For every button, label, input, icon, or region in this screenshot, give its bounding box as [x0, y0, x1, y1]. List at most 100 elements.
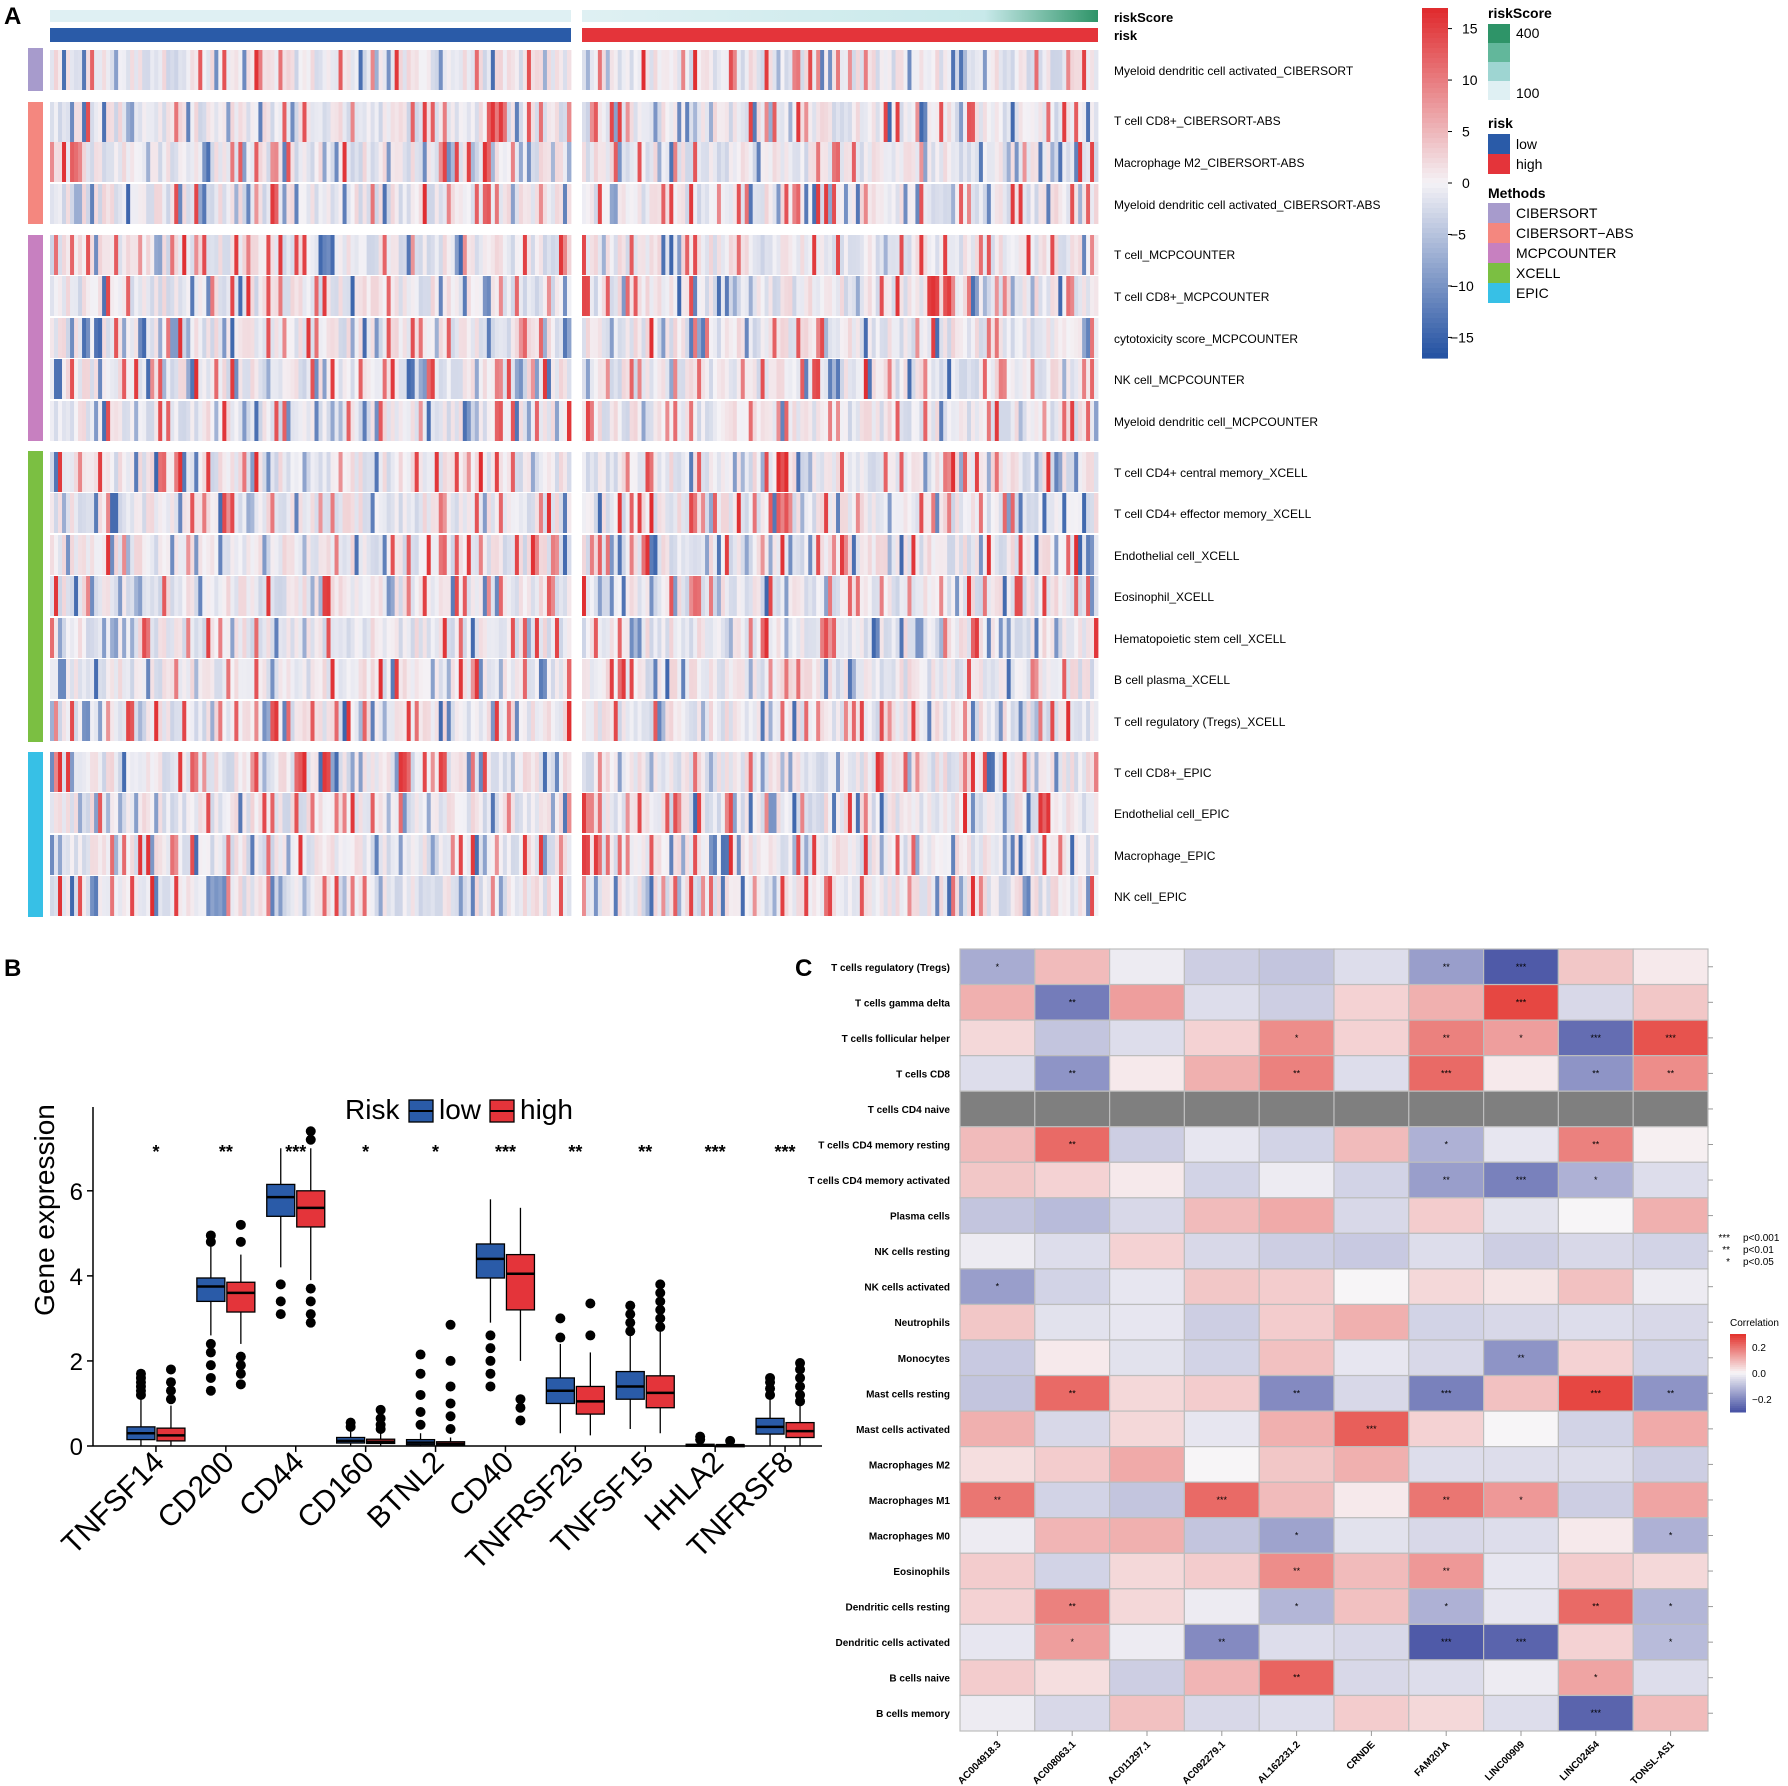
- heatmap-cell: [629, 835, 634, 875]
- heatmap-cell: [358, 535, 363, 575]
- heatmap-cell: [724, 359, 730, 399]
- heatmap-cell: [506, 493, 512, 533]
- heatmap-cell: [378, 835, 384, 875]
- heatmap-cell: [1018, 618, 1023, 658]
- heatmap-cell: [701, 401, 706, 441]
- heatmap-cell: [374, 401, 380, 441]
- heatmap-cell: [859, 318, 865, 358]
- heatmap-cell: [724, 184, 730, 224]
- heatmap-cell: [665, 659, 670, 699]
- heatmap-cell: [705, 401, 710, 441]
- heatmap-cell: [542, 835, 548, 875]
- heatmap-cell: [502, 318, 508, 358]
- heatmap-cell: [808, 318, 813, 358]
- heatmap-cell: [274, 276, 279, 316]
- heatmap-cell: [903, 793, 908, 833]
- heatmap-cell: [442, 576, 448, 616]
- heatmap-cell: [114, 659, 119, 699]
- heatmap-cell: [732, 493, 738, 533]
- heatmap-cell: [150, 876, 155, 916]
- heatmap-cell: [338, 659, 343, 699]
- heatmap-cell: [182, 835, 187, 875]
- heatmap-cell: [206, 142, 211, 182]
- heatmap-cell: [226, 401, 231, 441]
- heatmap-cell: [458, 618, 464, 658]
- heatmap-cell: [1002, 835, 1008, 875]
- heatmap-cell: [82, 618, 87, 658]
- heatmap-cell: [1002, 318, 1008, 358]
- heatmap-cell: [859, 452, 865, 492]
- heatmap-cell: [58, 102, 63, 142]
- heatmap-cell: [478, 793, 484, 833]
- heatmap-cell: [102, 50, 107, 90]
- heatmap-cell: [250, 142, 255, 182]
- heatmap-cell: [554, 493, 560, 533]
- heatmap-cell: [378, 184, 384, 224]
- heatmap-cell: [863, 359, 869, 399]
- heatmap-cell: [434, 793, 440, 833]
- heatmap-cell: [812, 752, 817, 792]
- heatmap-cell: [732, 276, 738, 316]
- heatmap-cell: [190, 50, 195, 90]
- heatmap-cell: [705, 276, 710, 316]
- heatmap-cell: [458, 659, 464, 699]
- heatmap-cell: [593, 318, 599, 358]
- heatmap-cell: [903, 452, 908, 492]
- heatmap-cell: [550, 184, 556, 224]
- heatmap-cell: [274, 659, 279, 699]
- heatmap-cell: [326, 359, 331, 399]
- heatmap-cell: [1022, 401, 1027, 441]
- heatmap-cell: [238, 235, 243, 275]
- heatmap-cell: [310, 401, 315, 441]
- heatmap-cell: [494, 835, 500, 875]
- heatmap-cell: [486, 493, 492, 533]
- heatmap-cell: [94, 235, 99, 275]
- heatmap-cell: [1030, 618, 1035, 658]
- heatmap-cell: [486, 752, 492, 792]
- heatmap-cell: [266, 142, 271, 182]
- heatmap-cell: [158, 835, 163, 875]
- heatmap-cell: [705, 535, 710, 575]
- heatmap-cell: [776, 102, 781, 142]
- heatmap-cell: [498, 401, 504, 441]
- heatmap-cell: [1074, 701, 1079, 741]
- heatmap-cell: [146, 835, 151, 875]
- heatmap-cell: [911, 276, 916, 316]
- heatmap-cell: [649, 184, 654, 224]
- heatmap-cell: [542, 276, 548, 316]
- heatmap-cell: [1002, 102, 1008, 142]
- heatmap-cell: [186, 452, 191, 492]
- heatmap-cell: [1066, 50, 1071, 90]
- heatmap-cell: [1062, 50, 1067, 90]
- heatmap-cell: [438, 235, 444, 275]
- heatmap-cell: [780, 184, 785, 224]
- heatmap-cell: [526, 276, 532, 316]
- heatmap-cell: [230, 276, 235, 316]
- heatmap-cell: [246, 235, 251, 275]
- heatmap-cell: [959, 401, 964, 441]
- heatmap-cell: [1022, 752, 1027, 792]
- heatmap-cell: [661, 493, 666, 533]
- heatmap-cell: [562, 142, 568, 182]
- heatmap-cell: [855, 235, 861, 275]
- heatmap-cell: [566, 276, 572, 316]
- heatmap-cell: [673, 576, 678, 616]
- heatmap-cell: [609, 452, 615, 492]
- heatmap-cell: [310, 235, 315, 275]
- heatmap-cell: [334, 576, 339, 616]
- heatmap-cell: [170, 752, 175, 792]
- heatmap-cell: [286, 401, 291, 441]
- heatmap-cell: [518, 493, 524, 533]
- heatmap-cell: [90, 102, 95, 142]
- heatmap-cell: [879, 235, 885, 275]
- heatmap-cell: [386, 835, 392, 875]
- heatmap-cell: [899, 576, 904, 616]
- heatmap-cell: [947, 401, 952, 441]
- heatmap-cell: [879, 793, 885, 833]
- heatmap-cell: [514, 493, 520, 533]
- heatmap-cell: [406, 235, 412, 275]
- heatmap-cell: [840, 318, 845, 358]
- heatmap-cell: [54, 659, 59, 699]
- heatmap-cell: [712, 235, 718, 275]
- heatmap-cell: [298, 452, 303, 492]
